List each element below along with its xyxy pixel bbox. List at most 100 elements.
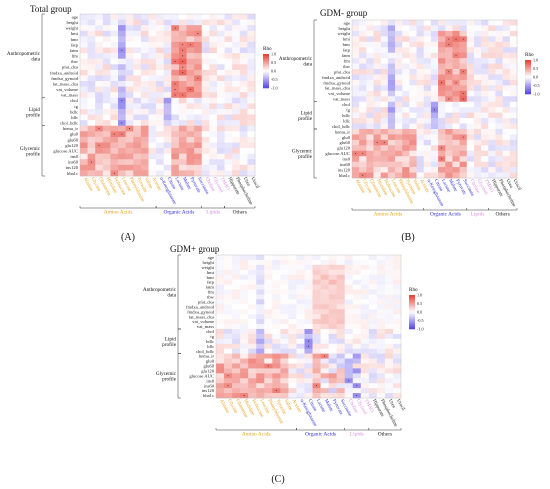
row-label: glu0 <box>342 135 351 140</box>
heatmap-cell <box>376 319 386 325</box>
heatmap-cell <box>502 172 511 179</box>
heatmap-cell <box>95 14 104 20</box>
heatmap-cell <box>481 118 489 124</box>
row-label: glu120 <box>65 143 78 148</box>
row-label: vat_volume <box>328 91 350 96</box>
heatmap-cell <box>395 47 403 53</box>
heatmap-cell <box>232 309 241 315</box>
row-group-bracket <box>177 254 181 330</box>
heatmap-cell <box>459 47 468 53</box>
column-label: Uracil <box>395 399 405 413</box>
heatmap-cell <box>140 136 149 143</box>
heatmap-cell <box>488 139 496 146</box>
heatmap-cell <box>110 114 119 121</box>
heatmap-cell <box>264 348 273 354</box>
heatmap-cell <box>95 92 104 99</box>
heatmap-cell <box>495 25 503 32</box>
heatmap-cell <box>488 69 496 75</box>
heatmap-cell <box>352 79 360 86</box>
heatmap-cell <box>272 343 281 349</box>
heatmap-cell <box>247 125 256 132</box>
heatmap-cell <box>344 284 354 290</box>
heatmap-cell <box>296 378 305 384</box>
heatmap-cell <box>502 112 511 119</box>
heatmap-cell <box>240 314 249 320</box>
heatmap-cell <box>312 358 321 364</box>
heatmap-cell <box>384 358 394 364</box>
heatmap-cell <box>366 139 374 146</box>
row-label: ffm <box>343 58 350 63</box>
heatmap-cell <box>140 142 149 149</box>
heatmap-cell <box>216 97 225 104</box>
heatmap-cell <box>488 90 496 97</box>
heatmap-cell <box>430 85 439 92</box>
heatmap-cell <box>352 269 362 276</box>
heatmap-cell <box>459 156 468 162</box>
heatmap-cell <box>216 393 225 399</box>
heatmap-cell <box>296 388 305 394</box>
heatmap-cell <box>95 58 104 65</box>
heatmap-cell <box>232 353 241 359</box>
heatmap-cell <box>384 304 394 310</box>
heatmap-cell <box>178 114 187 121</box>
heatmap-cell <box>232 64 241 71</box>
heatmap-cell <box>186 153 195 160</box>
heatmap-cell <box>171 75 180 82</box>
heatmap-cell <box>133 125 142 132</box>
legend-swatch <box>263 55 269 58</box>
heatmap-cell <box>248 363 257 369</box>
heatmap-cell <box>409 63 417 70</box>
heatmap-cell <box>95 108 104 115</box>
heatmap-cell <box>194 131 203 138</box>
heatmap-cell <box>416 118 425 124</box>
heatmap-cell <box>163 103 172 110</box>
heatmap-cell <box>304 309 313 315</box>
heatmap-cell <box>459 139 468 146</box>
heatmap-cell <box>409 85 417 92</box>
heatmap-cell <box>239 25 248 32</box>
heatmap-cell <box>95 47 104 54</box>
heatmap-cell <box>264 314 273 320</box>
heatmap-cell <box>201 159 210 166</box>
heatmap-cell <box>423 112 432 119</box>
row-group-bracket <box>41 97 45 126</box>
heatmap-cell <box>118 64 126 71</box>
heatmap-cell <box>488 123 496 130</box>
heatmap-cell <box>495 79 503 86</box>
heatmap-cell <box>194 25 203 32</box>
heatmap-cell <box>288 279 297 285</box>
heatmap-cell <box>459 161 468 168</box>
heatmap-cell <box>416 36 425 43</box>
significance-dot <box>90 161 92 163</box>
significance-dot <box>182 94 184 96</box>
heatmap-cell <box>380 167 389 173</box>
heatmap-cell <box>110 86 119 93</box>
significance-dot <box>455 54 457 56</box>
legend-swatch <box>409 301 415 304</box>
heatmap-cell <box>402 41 410 48</box>
heatmap-cell <box>186 125 195 132</box>
heatmap-cell <box>239 41 248 48</box>
heatmap-cell <box>248 289 257 295</box>
heatmap-cell <box>328 373 337 379</box>
heatmap-cell <box>423 36 432 43</box>
heatmap-cell <box>392 269 402 276</box>
heatmap-cell <box>438 96 446 103</box>
heatmap-cell <box>438 63 446 70</box>
heatmap-cell <box>344 324 354 330</box>
heatmap-cell <box>459 123 468 130</box>
heatmap-cell <box>232 393 241 399</box>
significance-dot <box>182 49 184 51</box>
column-group-label: Lipids <box>350 432 364 438</box>
legend-tick: 0.5 <box>417 301 422 306</box>
heatmap-cell <box>509 128 518 135</box>
heatmap-cell <box>368 378 378 384</box>
heatmap-cell <box>409 58 417 64</box>
heatmap-cell <box>216 19 225 26</box>
heatmap-cell <box>102 30 111 37</box>
significance-dot <box>174 60 176 62</box>
heatmap-cell <box>336 274 345 280</box>
heatmap-cell <box>224 378 233 384</box>
row-label: fatm <box>70 48 79 53</box>
heatmap-cell <box>125 142 134 149</box>
